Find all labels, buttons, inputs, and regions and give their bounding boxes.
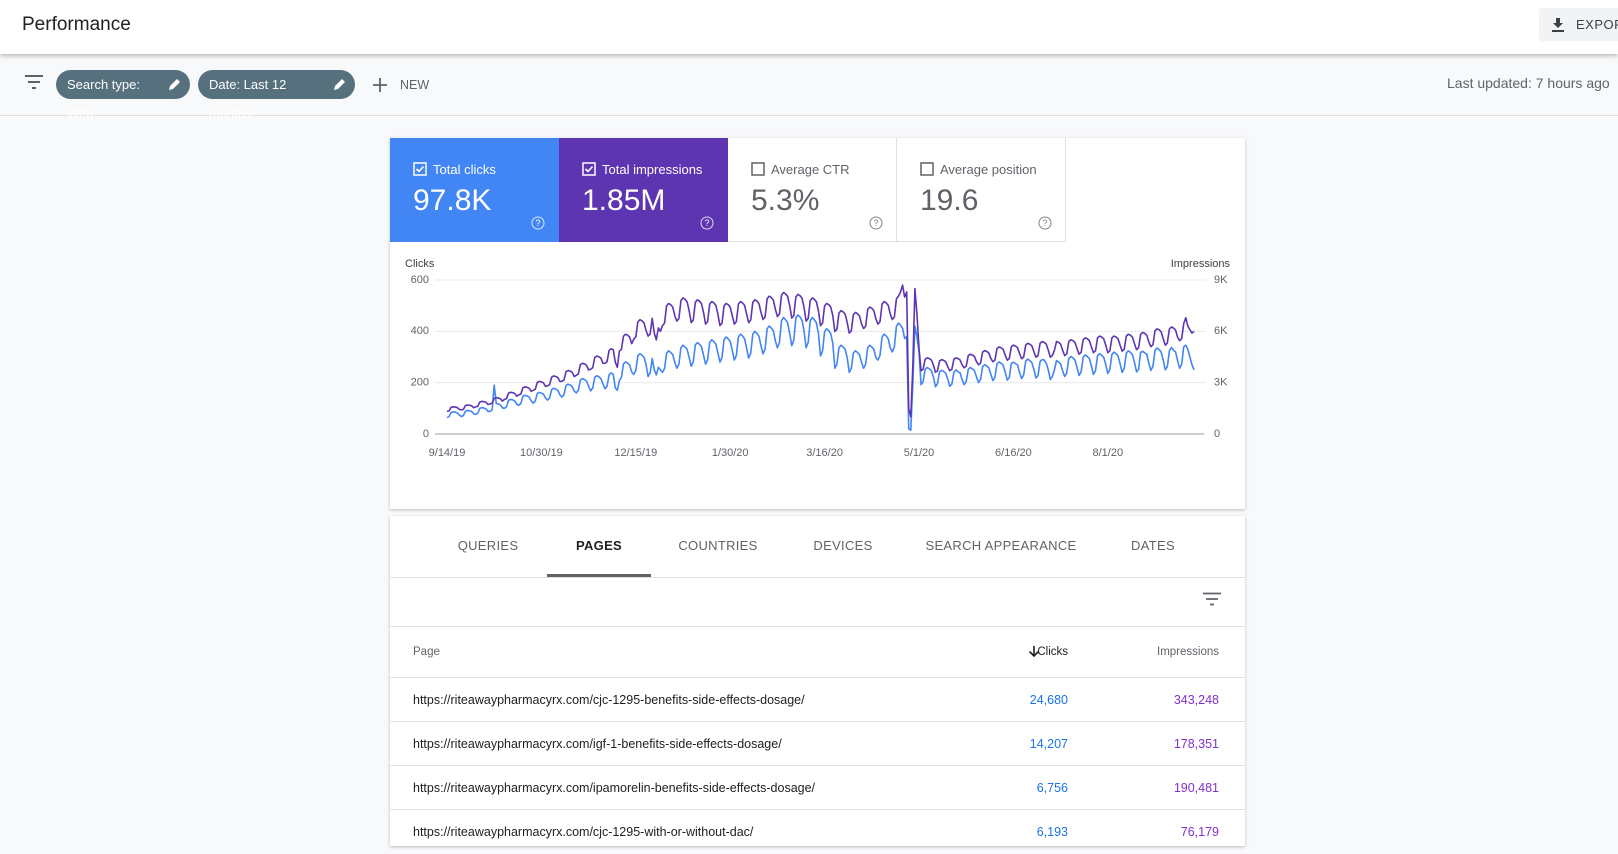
last-updated: Last updated: 7 hours ago bbox=[1447, 75, 1610, 91]
metric-card[interactable]: Average position 19.6 ? bbox=[897, 138, 1066, 242]
x-tick-label: 9/14/19 bbox=[429, 447, 466, 459]
table-row[interactable]: https://riteawaypharmacyrx.com/ipamoreli… bbox=[390, 765, 1245, 810]
svg-text:?: ? bbox=[1042, 218, 1047, 228]
filter-chip[interactable]: Search type: Web bbox=[56, 70, 190, 121]
x-tick-label: 1/30/20 bbox=[712, 447, 749, 459]
page-title: Performance bbox=[22, 14, 131, 35]
metric-value: 19.6 bbox=[920, 184, 979, 217]
y2-tick-label: 9K bbox=[1214, 274, 1228, 286]
x-tick-label: 3/16/20 bbox=[806, 447, 843, 459]
metric-label: Total impressions bbox=[602, 162, 703, 177]
y2-tick-label: 6K bbox=[1214, 325, 1228, 337]
impressions-cell: 76,179 bbox=[1180, 825, 1219, 839]
series-line bbox=[446, 314, 1195, 431]
table-filter-icon[interactable] bbox=[1203, 592, 1221, 606]
metric-card[interactable]: Average CTR 5.3% ? bbox=[728, 138, 897, 242]
x-tick-label: 5/1/20 bbox=[904, 447, 935, 459]
chip-label: Date: Last 12 months bbox=[209, 77, 287, 121]
svg-text:?: ? bbox=[704, 218, 709, 228]
help-icon: ? bbox=[869, 216, 883, 230]
page-url: https://riteawaypharmacyrx.com/igf-1-ben… bbox=[413, 737, 782, 751]
checkbox bbox=[582, 162, 596, 176]
page-url: https://riteawaypharmacyrx.com/ipamoreli… bbox=[413, 781, 816, 795]
download-icon bbox=[1552, 18, 1564, 32]
page-url: https://riteawaypharmacyrx.com/cjc-1295-… bbox=[413, 825, 754, 839]
y-tick-label: 600 bbox=[411, 274, 429, 286]
new-filter-button[interactable]: NEW bbox=[372, 72, 442, 98]
impressions-cell: 190,481 bbox=[1173, 781, 1219, 795]
tab-bar: QUERIES PAGES COUNTRIES DEVICES SEARCH A… bbox=[390, 516, 1245, 578]
table-row[interactable]: https://riteawaypharmacyrx.com/igf-1-ben… bbox=[390, 721, 1245, 766]
clicks-cell: 6,756 bbox=[1036, 781, 1068, 795]
clicks-cell: 14,207 bbox=[1029, 737, 1068, 751]
clicks-cell: 24,680 bbox=[1029, 693, 1068, 707]
metric-value: 97.8K bbox=[413, 184, 492, 217]
metric-card[interactable]: Total impressions 1.85M ? bbox=[559, 138, 728, 242]
y2-tick-label: 0 bbox=[1214, 428, 1220, 440]
metric-label: Total clicks bbox=[433, 162, 496, 177]
column-header[interactable]: Impressions bbox=[1157, 646, 1219, 658]
export-label: EXPORT bbox=[1576, 17, 1618, 32]
tab-indicator bbox=[547, 574, 651, 577]
filter-chip[interactable]: Date: Last 12 months bbox=[198, 70, 355, 121]
plus-icon bbox=[373, 78, 387, 92]
y-tick-label: 200 bbox=[411, 377, 429, 389]
checkbox bbox=[413, 162, 427, 176]
y2-axis-title: Impressions bbox=[1171, 258, 1231, 270]
y-tick-label: 400 bbox=[411, 325, 429, 337]
tab[interactable]: DEVICES bbox=[813, 538, 873, 553]
svg-text:?: ? bbox=[873, 218, 878, 228]
x-tick-label: 12/15/19 bbox=[614, 447, 657, 459]
x-tick-label: 10/30/19 bbox=[520, 447, 563, 459]
x-tick-label: 8/1/20 bbox=[1093, 447, 1124, 459]
clicks-cell: 6,193 bbox=[1036, 825, 1068, 839]
metric-label: Average position bbox=[940, 162, 1037, 177]
table-card: QUERIES PAGES COUNTRIES DEVICES SEARCH A… bbox=[390, 516, 1245, 846]
help-icon: ? bbox=[1038, 216, 1052, 230]
chart: Clicks Impressions 0 200 400 600 0 3K 6K 9K 9/14/1… bbox=[405, 258, 1231, 459]
checkbox bbox=[751, 162, 765, 176]
header: Performance EXPORT bbox=[0, 0, 1618, 54]
new-label: NEW bbox=[400, 78, 430, 92]
x-tick-label: 6/16/20 bbox=[995, 447, 1032, 459]
y2-tick-label: 3K bbox=[1214, 377, 1228, 389]
column-header: Page bbox=[413, 646, 440, 658]
sort-arrow bbox=[1028, 646, 1040, 658]
impressions-cell: 178,351 bbox=[1173, 737, 1219, 751]
overview-card: Total clicks 97.8K ? Total impressions 1… bbox=[390, 138, 1245, 509]
tab[interactable]: PAGES bbox=[575, 538, 623, 553]
metric-card[interactable]: Total clicks 97.8K ? bbox=[390, 138, 559, 242]
series-line bbox=[446, 284, 1195, 418]
filter-icon[interactable] bbox=[24, 74, 44, 90]
y-axis-title: Clicks bbox=[405, 258, 435, 270]
table-row[interactable]: https://riteawaypharmacyrx.com/cjc-1295-… bbox=[390, 809, 1245, 854]
tab[interactable]: DATES bbox=[1131, 538, 1175, 553]
table-header: Page Clicks Impressions bbox=[390, 626, 1245, 678]
chip-label: Search type: Web bbox=[67, 77, 140, 121]
tab[interactable]: QUERIES bbox=[457, 538, 519, 553]
metric-label: Average CTR bbox=[771, 162, 850, 177]
metric-value: 1.85M bbox=[582, 184, 666, 217]
impressions-cell: 343,248 bbox=[1173, 693, 1219, 707]
edit-icon bbox=[334, 79, 345, 90]
y-tick-label: 0 bbox=[423, 428, 429, 440]
table-row[interactable]: https://riteawaypharmacyrx.com/cjc-1295-… bbox=[390, 677, 1245, 722]
export-button[interactable]: EXPORT bbox=[1539, 8, 1618, 41]
filter-bar: Search type: Web Date: Last 12 months NE… bbox=[0, 56, 1618, 121]
metric-value: 5.3% bbox=[751, 184, 820, 217]
tab[interactable]: COUNTRIES bbox=[678, 538, 758, 553]
checkbox bbox=[920, 162, 934, 176]
column-header[interactable]: Clicks bbox=[1037, 646, 1068, 658]
help-icon: ? bbox=[700, 216, 714, 230]
tab[interactable]: SEARCH APPEARANCE bbox=[925, 538, 1077, 553]
edit-icon bbox=[169, 79, 180, 90]
page-url: https://riteawaypharmacyrx.com/cjc-1295-… bbox=[413, 693, 805, 707]
svg-text:?: ? bbox=[535, 218, 540, 228]
help-icon: ? bbox=[531, 216, 545, 230]
